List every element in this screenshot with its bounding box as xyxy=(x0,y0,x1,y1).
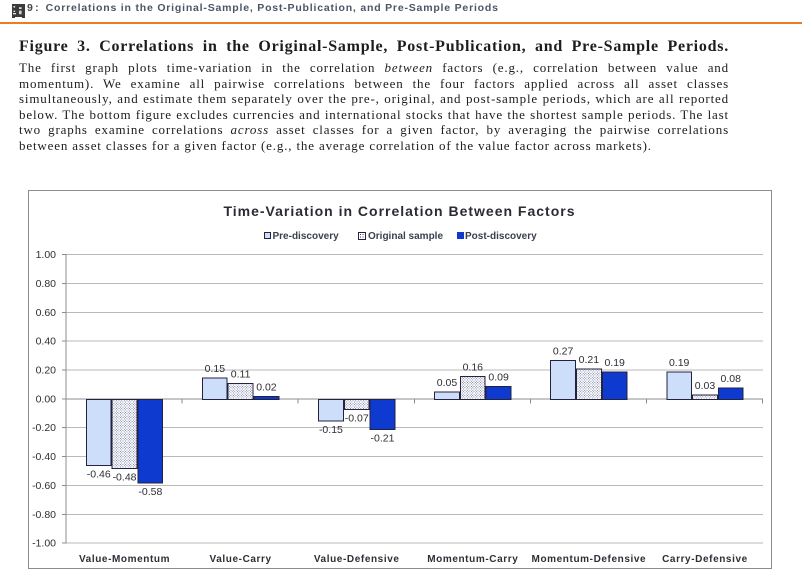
svg-text:0.19: 0.19 xyxy=(604,357,625,369)
svg-text:0.15: 0.15 xyxy=(205,363,226,375)
svg-text:0.60: 0.60 xyxy=(36,307,57,319)
svg-text:-0.15: -0.15 xyxy=(319,424,343,436)
svg-text:0.21: 0.21 xyxy=(579,354,600,366)
svg-text:-0.40: -0.40 xyxy=(32,451,56,463)
svg-text:0.16: 0.16 xyxy=(463,361,484,373)
svg-text:-0.46: -0.46 xyxy=(87,469,111,481)
svg-text:Value-Defensive: Value-Defensive xyxy=(314,554,400,565)
svg-text:Momentum-Defensive: Momentum-Defensive xyxy=(532,554,647,565)
svg-text:-0.58: -0.58 xyxy=(138,486,162,498)
svg-text:0.00: 0.00 xyxy=(36,393,57,405)
svg-text:0.11: 0.11 xyxy=(231,369,251,381)
svg-text:0.40: 0.40 xyxy=(36,336,57,348)
svg-text:Value-Momentum: Value-Momentum xyxy=(79,554,170,565)
svg-text:0.05: 0.05 xyxy=(437,377,458,389)
svg-text:0.27: 0.27 xyxy=(553,345,574,357)
svg-text:0.20: 0.20 xyxy=(36,365,57,377)
svg-text:-0.80: -0.80 xyxy=(32,509,56,521)
svg-text:-0.07: -0.07 xyxy=(345,412,369,424)
svg-text:-0.48: -0.48 xyxy=(113,472,137,484)
svg-text:Momentum-Carry: Momentum-Carry xyxy=(427,554,518,565)
svg-text:-1.00: -1.00 xyxy=(32,538,56,550)
svg-text:0.80: 0.80 xyxy=(36,278,57,290)
svg-text:0.19: 0.19 xyxy=(669,357,690,369)
svg-text:Carry-Defensive: Carry-Defensive xyxy=(662,554,748,565)
svg-text:-0.60: -0.60 xyxy=(32,480,56,492)
svg-text:-0.20: -0.20 xyxy=(32,422,56,434)
svg-text:Value-Carry: Value-Carry xyxy=(210,554,272,565)
svg-text:0.08: 0.08 xyxy=(721,373,742,385)
svg-text:1.00: 1.00 xyxy=(36,249,57,261)
svg-text:0.02: 0.02 xyxy=(256,382,277,394)
svg-text:0.09: 0.09 xyxy=(488,371,509,383)
svg-text:0.03: 0.03 xyxy=(695,380,716,392)
svg-text:-0.21: -0.21 xyxy=(371,433,395,445)
